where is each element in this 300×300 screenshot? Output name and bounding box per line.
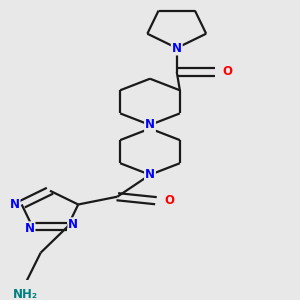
Text: N: N (145, 168, 155, 181)
Text: N: N (172, 41, 182, 55)
Text: O: O (222, 65, 232, 78)
Text: O: O (164, 194, 174, 207)
Text: N: N (68, 218, 78, 231)
Text: NH₂: NH₂ (13, 288, 38, 300)
Text: N: N (145, 118, 155, 131)
Text: N: N (10, 198, 20, 211)
Text: N: N (25, 222, 34, 235)
